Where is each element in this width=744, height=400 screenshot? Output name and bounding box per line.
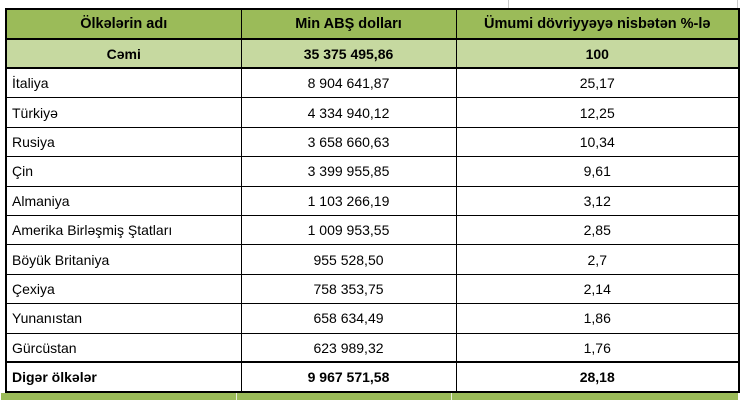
amount-cell: 3 399 955,85	[240, 156, 457, 187]
amount-cell: 1 103 266,19	[240, 185, 457, 216]
percent-cell: 12,25	[455, 97, 740, 128]
percent-cell: 28,18	[455, 361, 740, 393]
country-cell: İtaliya	[5, 67, 242, 99]
table-row-total: Cəmi 35 375 495,86 100	[5, 38, 740, 70]
amount-cell: 3 658 660,63	[240, 126, 457, 158]
amount-cell: 623 989,32	[240, 332, 457, 363]
percent-cell: 3,12	[455, 185, 740, 216]
country-cell: Çexiya	[5, 273, 242, 305]
gridline	[451, 393, 452, 400]
amount-cell: 658 634,49	[240, 303, 457, 334]
countries-trade-table: Ölkələrin adı Min ABŞ dolları Ümumi dövr…	[5, 8, 740, 393]
percent-cell: 2,7	[455, 244, 740, 275]
amount-cell: 8 904 641,87	[240, 67, 457, 99]
col-header-percent: Ümumi dövriyyəyə nisbətən %-lə	[455, 8, 740, 40]
partial-next-row	[1, 393, 738, 400]
amount-cell: 758 353,75	[240, 273, 457, 305]
country-cell: Digər ölkələr	[5, 361, 242, 393]
table-row-other-countries: Digər ölkələr 9 967 571,58 28,18	[5, 361, 740, 393]
country-cell: Çin	[5, 156, 242, 187]
percent-cell: 2,14	[455, 273, 740, 305]
percent-cell: 2,85	[455, 214, 740, 246]
table-row-country: Yunanıstan 658 634,49 1,86	[5, 303, 740, 334]
country-cell: Almaniya	[5, 185, 242, 216]
table-row-country: Türkiyə 4 334 940,12 12,25	[5, 97, 740, 128]
total-label-cell: Cəmi	[5, 38, 242, 70]
country-cell: Böyük Britaniya	[5, 244, 242, 275]
gridline	[236, 393, 237, 400]
table-row-country: Çexiya 758 353,75 2,14	[5, 273, 740, 305]
gridline	[508, 0, 509, 8]
country-cell: Gürcüstan	[5, 332, 242, 363]
table-row-country: Böyük Britaniya 955 528,50 2,7	[5, 244, 740, 275]
percent-cell: 25,17	[455, 67, 740, 99]
col-header-amount: Min ABŞ dolları	[240, 8, 457, 40]
amount-cell: 955 528,50	[240, 244, 457, 275]
country-cell: Rusiya	[5, 126, 242, 158]
table-row-country: Gürcüstan 623 989,32 1,76	[5, 332, 740, 363]
amount-cell: 1 009 953,55	[240, 214, 457, 246]
table-row-country: İtaliya 8 904 641,87 25,17	[5, 67, 740, 99]
percent-cell: 1,76	[455, 332, 740, 363]
amount-cell: 4 334 940,12	[240, 97, 457, 128]
amount-cell: 35 375 495,86	[240, 38, 457, 70]
country-cell: Amerika Birləşmiş Ştatları	[5, 214, 242, 246]
percent-cell: 1,86	[455, 303, 740, 334]
col-header-country: Ölkələrin adı	[5, 8, 242, 40]
amount-cell: 9 967 571,58	[240, 361, 457, 393]
table-row-country: Rusiya 3 658 660,63 10,34	[5, 126, 740, 158]
country-cell: Türkiyə	[5, 97, 242, 128]
percent-cell: 10,34	[455, 126, 740, 158]
country-cell: Yunanıstan	[5, 303, 242, 334]
table-header-row: Ölkələrin adı Min ABŞ dolları Ümumi dövr…	[5, 8, 740, 40]
table-row-country: Almaniya 1 103 266,19 3,12	[5, 185, 740, 216]
table-row-country: Çin 3 399 955,85 9,61	[5, 156, 740, 187]
table-row-country: Amerika Birləşmiş Ştatları 1 009 953,55 …	[5, 214, 740, 246]
percent-cell: 9,61	[455, 156, 740, 187]
gridline	[737, 0, 738, 8]
percent-cell: 100	[455, 38, 740, 70]
